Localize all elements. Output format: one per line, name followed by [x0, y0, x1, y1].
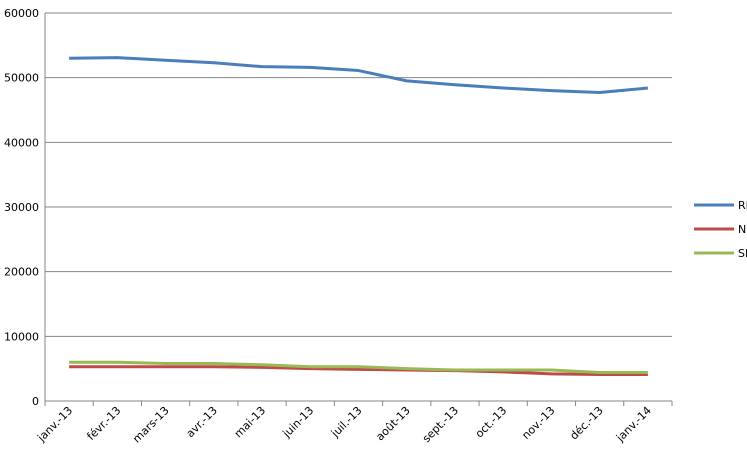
x-tick-label: oct.-13	[473, 404, 509, 440]
y-tick-label: 60000	[4, 7, 39, 20]
legend-label: SK	[738, 247, 747, 260]
x-tick-label: déc.-13	[567, 404, 605, 442]
legend-label: RR	[738, 199, 747, 212]
x-tick-label: janv.-14	[613, 404, 654, 445]
series-line	[69, 365, 648, 376]
x-tick-label: avr.-13	[184, 404, 220, 440]
x-tick-label: juin-13	[280, 404, 317, 441]
legend-label: NK	[738, 223, 747, 236]
x-tick-label: nov.-13	[519, 404, 557, 442]
y-tick-label: 0	[32, 395, 39, 408]
x-tick-label: janv.-13	[34, 404, 75, 445]
series-line	[69, 360, 648, 375]
x-tick-label: févr.-13	[84, 404, 123, 443]
x-tick-label: sept.-13	[420, 404, 461, 445]
y-tick-label: 50000	[4, 72, 39, 85]
y-tick-label: 40000	[4, 136, 39, 149]
x-tick-label: juil.-13	[328, 404, 364, 440]
series-line	[69, 56, 649, 95]
y-tick-label: 10000	[4, 330, 39, 343]
y-tick-label: 30000	[4, 201, 39, 214]
x-tick-label: août-13	[373, 404, 412, 443]
x-tick-label: mars-13	[130, 404, 171, 445]
x-tick-label: mai-13	[232, 404, 268, 440]
y-tick-label: 20000	[4, 266, 39, 279]
